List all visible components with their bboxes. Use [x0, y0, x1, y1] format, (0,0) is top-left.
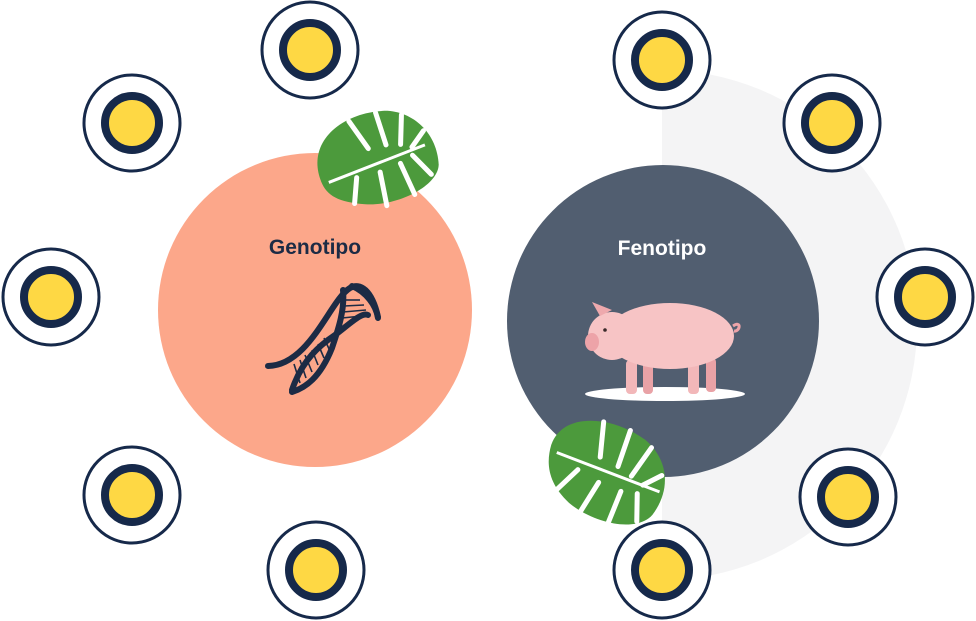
- genotype-circle: [158, 153, 472, 467]
- node-dot: [817, 466, 879, 528]
- node-dot: [279, 19, 341, 81]
- phenotype-label: Fenotipo: [617, 237, 707, 260]
- node-dot: [631, 539, 693, 601]
- leaf-icon: [317, 110, 439, 209]
- node-dot: [801, 92, 863, 154]
- leaf-icon: [548, 419, 665, 528]
- node-dot: [101, 92, 163, 154]
- pig-icon: [585, 302, 745, 401]
- node-dot: [631, 29, 693, 91]
- dna-icon: [265, 283, 381, 395]
- node-dot: [894, 266, 956, 328]
- node-dot: [285, 539, 347, 601]
- node-dot: [20, 266, 82, 328]
- node-dot: [101, 464, 163, 526]
- genotype-label: Genotipo: [268, 236, 362, 259]
